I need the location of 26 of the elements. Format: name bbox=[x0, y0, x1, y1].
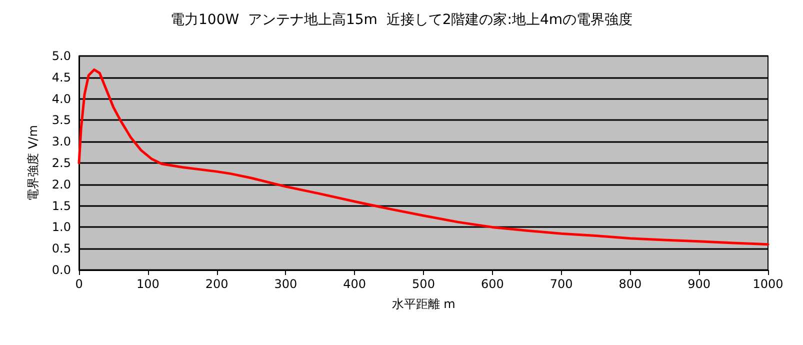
y-tick-label: 3.5 bbox=[52, 113, 71, 128]
y-tick-label: 2.0 bbox=[52, 177, 71, 192]
x-tick-label: 700 bbox=[550, 277, 573, 291]
y-tick-label: 0.5 bbox=[52, 242, 71, 256]
y-tick-label: 0.0 bbox=[52, 263, 71, 277]
y-tick-label: 4.5 bbox=[52, 70, 71, 84]
y-axis-title: 電界強度 V/m bbox=[26, 125, 40, 201]
x-tick-label: 300 bbox=[274, 277, 298, 291]
x-tick-label: 400 bbox=[343, 277, 366, 291]
x-tick-label: 800 bbox=[618, 277, 642, 291]
x-tick-label: 900 bbox=[688, 277, 711, 291]
y-tick-label: 1.5 bbox=[52, 198, 71, 213]
x-tick-label: 1000 bbox=[752, 277, 784, 291]
y-tick-label: 2.5 bbox=[52, 156, 71, 170]
y-tick-label: 1.0 bbox=[52, 220, 71, 234]
x-tick-label: 0 bbox=[75, 277, 83, 291]
x-tick-label: 100 bbox=[136, 277, 160, 291]
x-tick-label: 200 bbox=[205, 277, 228, 291]
x-tick-label: 600 bbox=[480, 277, 504, 291]
chart-title: 電力100W アンテナ地上高15m 近接して2階建の家:地上4mの電界強度 bbox=[170, 12, 632, 28]
line-series bbox=[78, 68, 770, 246]
y-tick-label: 4.0 bbox=[52, 92, 71, 106]
x-tick-label: 500 bbox=[412, 277, 435, 291]
x-axis-title: 水平距離 m bbox=[392, 297, 456, 311]
y-tick-label: 5.0 bbox=[52, 49, 71, 63]
y-tick-label: 3.0 bbox=[52, 134, 71, 149]
